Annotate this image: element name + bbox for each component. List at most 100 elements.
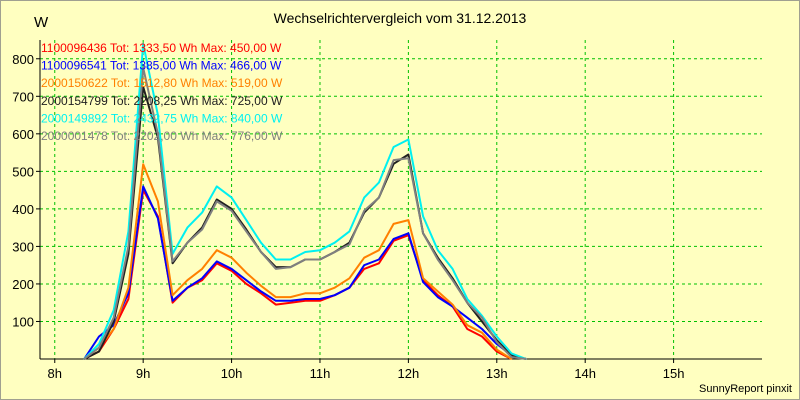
data-point [201, 277, 203, 279]
data-point [525, 358, 527, 360]
data-point [304, 251, 306, 253]
data-point [334, 294, 336, 296]
y-tick-label: 200 [12, 277, 34, 292]
data-point [230, 268, 233, 270]
data-point [319, 298, 321, 300]
data-point [275, 300, 277, 302]
data-point [422, 281, 424, 283]
data-point [230, 270, 233, 272]
data-point [363, 268, 365, 270]
data-point [481, 328, 483, 330]
x-tick-label: 8h [48, 366, 62, 381]
data-point [466, 328, 468, 330]
data-point [378, 182, 380, 184]
x-tick-label: 12h [398, 366, 420, 381]
data-point [275, 303, 277, 306]
data-point [393, 146, 395, 148]
data-point [245, 219, 247, 221]
data-point [481, 335, 483, 338]
data-point [481, 317, 483, 319]
x-tick-label: 15h [663, 366, 685, 381]
data-point [407, 138, 409, 141]
data-point [481, 320, 483, 323]
data-point [407, 157, 409, 159]
data-point [510, 356, 513, 358]
data-point [172, 302, 174, 304]
data-point [172, 300, 174, 302]
data-point [348, 243, 351, 246]
data-point [289, 258, 292, 261]
series-6 [83, 66, 527, 360]
data-point [437, 249, 439, 251]
data-point [422, 232, 424, 234]
y-tick-label: 800 [12, 52, 34, 67]
data-point [186, 227, 188, 229]
data-point [201, 268, 203, 270]
x-tick-label: 11h [310, 366, 331, 381]
data-point [510, 352, 513, 354]
x-tick-label: 13h [486, 366, 508, 381]
data-point [437, 296, 439, 298]
data-point [466, 317, 468, 319]
data-point [113, 317, 115, 319]
data-point [245, 279, 247, 281]
data-point [334, 251, 336, 253]
y-tick-label: 700 [12, 89, 34, 104]
data-point [289, 300, 292, 302]
data-point [157, 133, 159, 135]
data-point [186, 279, 188, 281]
data-point [319, 300, 321, 302]
data-point [437, 290, 439, 293]
data-point [186, 242, 188, 244]
data-point [113, 309, 115, 311]
data-point [142, 43, 144, 45]
data-point [363, 210, 365, 212]
y-tick-label: 600 [12, 127, 34, 142]
data-point [98, 343, 100, 345]
data-point [83, 358, 85, 360]
data-point [496, 341, 498, 343]
data-point [201, 279, 203, 281]
legend-entry-3: 2000150622 Tot: 1512,80 Wh Max: 519,00 W [41, 76, 283, 90]
data-point [466, 324, 468, 326]
data-point [172, 262, 174, 264]
data-point [216, 200, 218, 202]
data-point [216, 249, 218, 251]
data-point [230, 257, 233, 259]
data-point [304, 292, 306, 294]
data-point [363, 257, 365, 259]
data-point [260, 242, 262, 244]
data-point [172, 260, 174, 263]
data-point [496, 350, 498, 353]
data-point [260, 290, 262, 293]
data-point [216, 260, 218, 263]
data-point [393, 223, 395, 225]
data-point [113, 328, 115, 330]
data-point [437, 258, 439, 261]
data-point [201, 228, 203, 231]
data-point [245, 272, 247, 274]
data-point [157, 200, 159, 202]
data-point [142, 163, 144, 165]
data-point [142, 86, 144, 88]
series-line [83, 163, 513, 360]
data-point [451, 279, 454, 281]
data-point [348, 287, 351, 289]
data-point [496, 335, 498, 338]
data-point [378, 262, 380, 264]
legend-entry-5: 2000149892 Tot: 2432,75 Wh Max: 840,00 W [41, 111, 283, 125]
data-point [393, 159, 395, 161]
data-point [216, 198, 218, 201]
data-point [275, 268, 277, 270]
data-point [334, 287, 336, 289]
data-point [142, 67, 144, 69]
data-point [348, 277, 351, 279]
legend-entry-1: 1100096436 Tot: 1333,50 Wh Max: 450,00 W [41, 41, 282, 55]
data-point [334, 242, 336, 244]
data-point [113, 320, 115, 323]
data-point [289, 302, 292, 304]
data-point [510, 358, 513, 360]
data-point [451, 303, 454, 306]
y-tick-label: 400 [12, 202, 34, 217]
